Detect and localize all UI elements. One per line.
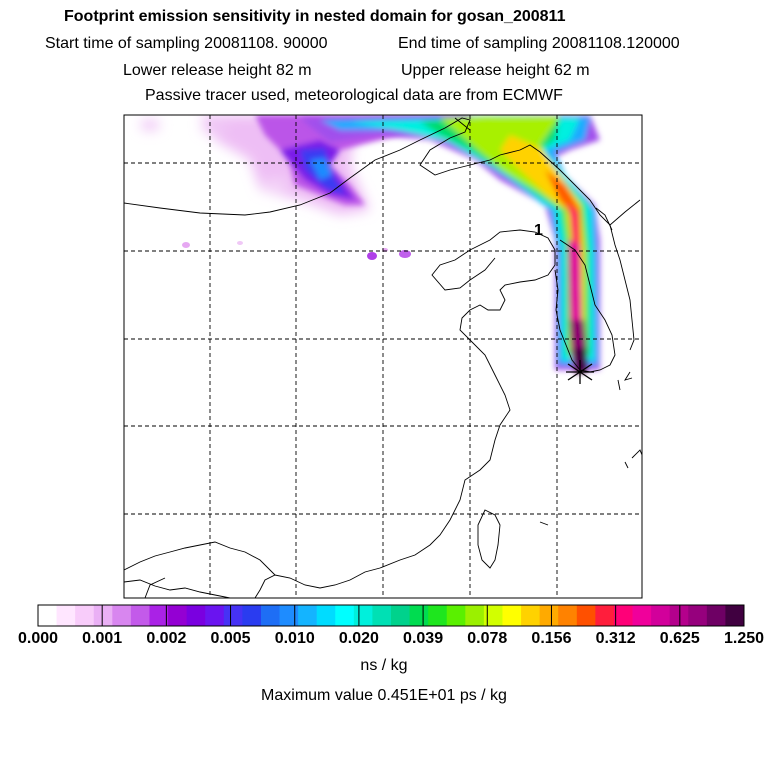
colorbar-swatch [558,605,578,626]
colorbar-swatch [223,605,243,626]
colorbar-swatch [56,605,76,626]
colorbar-swatch [112,605,132,626]
coastlines [124,117,642,598]
colorbar-swatch [539,605,559,626]
map-frame [123,114,643,599]
colorbar-swatch [446,605,466,626]
colorbar-swatch [725,605,745,626]
colorbar-swatch [613,605,633,626]
maximum-value-text: Maximum value 0.451E+01 ps / kg [261,687,507,704]
colorbar-swatch [688,605,708,626]
colorbar-swatch [669,605,689,626]
upper-release-text: Upper release height 62 m [401,62,590,79]
colorbar-tick-label: 0.312 [595,630,636,647]
colorbar-swatch [168,605,188,626]
start-sampling-text: Start time of sampling 20081108. 90000 [45,35,328,52]
colorbar-swatch [186,605,206,626]
end-sampling-text: End time of sampling 20081108.120000 [398,35,680,52]
tracer-note-text: Passive tracer used, meteorological data… [145,87,563,104]
colorbar-swatch [595,605,615,626]
colorbar-swatch [465,605,485,626]
colorbar-swatch [335,605,355,626]
colorbar-tick-label: 0.005 [210,630,251,647]
colorbar-swatch [242,605,262,626]
colorbar-swatch [205,605,225,626]
colorbar-swatch [391,605,410,626]
colorbar-swatch [483,605,503,626]
colorbar-swatch [632,605,652,626]
colorbar-frame [37,604,745,627]
colorbar-tick-label: 0.000 [17,630,59,647]
colorbar [37,604,745,627]
colorbar-swatch [502,605,522,626]
colorbar-swatch [521,605,541,626]
grid-lines [124,115,642,598]
colorbar-swatch [428,605,448,626]
colorbar-swatch [260,605,280,626]
colorbar-tick-label: 0.010 [274,630,315,647]
colorbar-swatch [130,605,150,626]
release-point-marker [566,360,594,384]
colorbar-swatch [279,605,299,626]
colorbar-swatch [38,605,57,626]
colorbar-swatch [298,605,318,626]
colorbar-tick-label: 0.156 [531,630,572,647]
colorbar-swatch [93,605,113,626]
sensitivity-plume [140,115,600,374]
lower-release-text: Lower release height 82 m [123,62,312,79]
colorbar-swatch [409,605,429,626]
release-label: 1 [534,222,543,239]
colorbar-tick-label: 1.250 [723,630,765,647]
colorbar-tick-label: 0.002 [146,630,187,647]
colorbar-tick-label: 0.078 [467,630,508,647]
colorbar-swatch [353,605,373,626]
colorbar-swatch [149,605,169,626]
colorbar-swatch [651,605,671,626]
colorbar-swatch [576,605,596,626]
colorbar-tick-label: 0.001 [82,630,123,647]
colorbar-swatch [372,605,392,626]
colorbar-tick-label: 0.625 [659,630,700,647]
map-title: Footprint emission sensitivity in nested… [64,8,566,25]
colorbar-tick-label: 0.039 [403,630,444,647]
colorbar-tick-label: 0.020 [338,630,379,647]
colorbar-swatch [706,605,726,626]
colorbar-swatch [316,605,336,626]
colorbar-unit: ns / kg [360,657,408,674]
colorbar-swatch [75,605,95,626]
